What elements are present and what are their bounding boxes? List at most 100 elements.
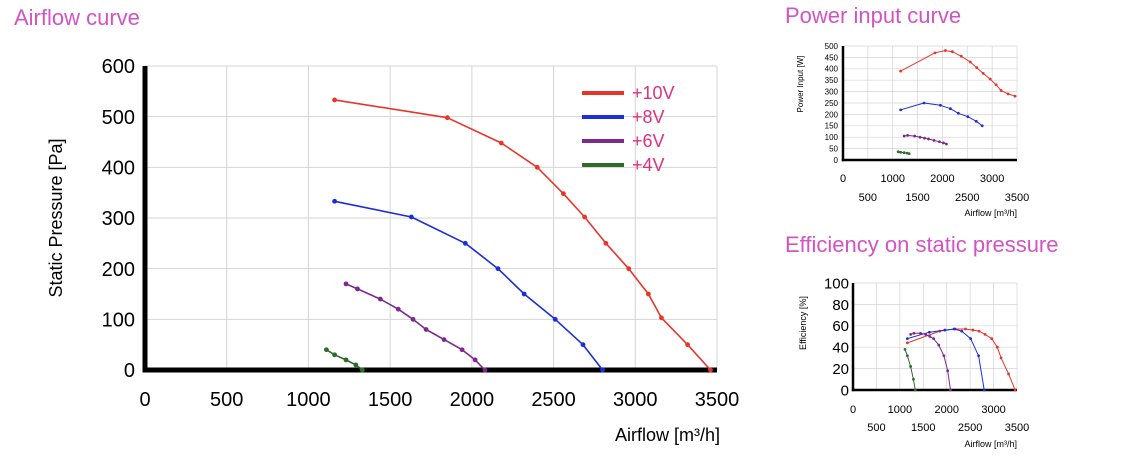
power-point-plus-10v bbox=[1006, 92, 1010, 96]
efficiency-x-tick-label: 2500 bbox=[958, 422, 982, 434]
airflow-series-plus-8v bbox=[332, 198, 605, 373]
airflow-point-plus-4v bbox=[343, 357, 349, 363]
airflow-y-tick-label: 100 bbox=[102, 310, 135, 332]
airflow-point-plus-8v bbox=[552, 316, 558, 322]
efficiency-point-plus-8v bbox=[905, 337, 909, 341]
airflow-x-tick-label: 0 bbox=[139, 389, 150, 411]
legend-label: +6V bbox=[632, 131, 665, 151]
airflow-x-tick-label: 1500 bbox=[368, 389, 413, 411]
airflow-point-plus-8v bbox=[600, 367, 605, 373]
airflow-x-tick-label: 2000 bbox=[450, 389, 495, 411]
efficiency-point-plus-10v bbox=[999, 356, 1003, 360]
efficiency-series-plus-4v bbox=[903, 347, 917, 392]
efficiency-series-plus-6v bbox=[909, 331, 952, 392]
power-line-plus-8v bbox=[900, 102, 983, 127]
efficiency-point-plus-6v bbox=[942, 354, 946, 358]
power-point-plus-4v bbox=[899, 150, 903, 154]
efficiency-point-plus-6v bbox=[919, 331, 922, 335]
airflow-x-tick-label: 1000 bbox=[286, 389, 331, 411]
efficiency-point-plus-6v bbox=[928, 335, 932, 338]
power-point-plus-10v bbox=[950, 50, 954, 54]
efficiency-point-plus-4v bbox=[905, 354, 909, 358]
airflow-y-tick-label: 200 bbox=[102, 259, 135, 281]
efficiency-point-plus-10v bbox=[1013, 388, 1017, 392]
airflow-x-tick-label: 500 bbox=[210, 389, 243, 411]
power-point-plus-6v bbox=[932, 138, 936, 142]
airflow-point-plus-6v bbox=[441, 337, 447, 342]
airflow-point-plus-8v bbox=[462, 240, 468, 246]
airflow-point-plus-10v bbox=[645, 291, 651, 297]
efficiency-point-plus-6v bbox=[949, 388, 952, 392]
airflow-chart-title: Airflow curve bbox=[14, 5, 140, 30]
efficiency-y-tick-label: 40 bbox=[832, 340, 849, 357]
airflow-y-tick-label: 500 bbox=[102, 107, 135, 129]
airflow-point-plus-6v bbox=[423, 327, 429, 332]
power-line-plus-6v bbox=[904, 134, 947, 145]
efficiency-point-plus-8v bbox=[977, 354, 980, 358]
power-point-plus-4v bbox=[896, 150, 900, 154]
power-point-plus-6v bbox=[923, 136, 926, 140]
power-point-plus-6v bbox=[927, 137, 930, 141]
airflow-point-plus-6v bbox=[459, 347, 465, 353]
power-point-plus-10v bbox=[1013, 94, 1017, 98]
power-x-axis-label: Airflow [m³/h] bbox=[964, 208, 1017, 218]
airflow-point-plus-6v bbox=[472, 357, 478, 363]
airflow-point-plus-4v bbox=[359, 367, 365, 373]
efficiency-line-plus-6v bbox=[910, 332, 951, 391]
efficiency-x-tick-label: 3500 bbox=[1005, 422, 1029, 434]
efficiency-point-plus-8v bbox=[927, 330, 931, 334]
power-y-tick-label: 0 bbox=[834, 156, 839, 165]
efficiency-point-plus-10v bbox=[1007, 372, 1010, 376]
power-point-plus-10v bbox=[975, 66, 979, 70]
power-point-plus-4v bbox=[907, 152, 911, 156]
efficiency-point-plus-4v bbox=[913, 388, 917, 392]
power-y-tick-label: 300 bbox=[825, 87, 839, 96]
efficiency-point-plus-8v bbox=[982, 388, 986, 392]
airflow-point-plus-8v bbox=[332, 198, 337, 204]
airflow-line-plus-8v bbox=[334, 200, 604, 371]
airflow-series-plus-4v bbox=[324, 347, 365, 373]
airflow-point-plus-8v bbox=[580, 342, 586, 348]
power-y-tick-label: 350 bbox=[825, 76, 839, 85]
power-point-plus-8v bbox=[974, 119, 978, 123]
power-y-tick-label: 400 bbox=[825, 65, 839, 74]
efficiency-point-plus-6v bbox=[937, 343, 941, 347]
power-y-tick-label: 500 bbox=[825, 42, 839, 51]
airflow-point-plus-10v bbox=[560, 191, 566, 197]
airflow-point-plus-10v bbox=[708, 367, 713, 373]
power-point-plus-10v bbox=[968, 60, 972, 64]
airflow-point-plus-8v bbox=[521, 291, 527, 297]
power-x-tick-label: 3500 bbox=[1005, 192, 1029, 204]
efficiency-point-plus-10v bbox=[905, 341, 909, 345]
airflow-point-plus-10v bbox=[332, 97, 337, 103]
airflow-y-tick-label: 0 bbox=[124, 360, 135, 382]
airflow-y-tick-label: 600 bbox=[102, 56, 135, 78]
efficiency-point-plus-8v bbox=[969, 337, 973, 341]
power-y-tick-label: 450 bbox=[825, 53, 839, 62]
efficiency-point-plus-4v bbox=[912, 377, 915, 381]
power-point-plus-6v bbox=[945, 142, 948, 146]
airflow-point-plus-4v bbox=[353, 362, 359, 368]
airflow-point-plus-10v bbox=[659, 315, 664, 321]
power-point-plus-10v bbox=[981, 71, 985, 75]
efficiency-y-axis-label: Efficiency [%] bbox=[798, 296, 808, 350]
efficiency-point-plus-6v bbox=[912, 331, 916, 335]
airflow-x-tick-label: 3000 bbox=[613, 389, 658, 411]
efficiency-chart-title: Efficiency on static pressure bbox=[785, 232, 1059, 257]
efficiency-point-plus-8v bbox=[960, 329, 964, 333]
efficiency-point-plus-10v bbox=[990, 337, 994, 341]
power-point-plus-8v bbox=[939, 103, 942, 107]
efficiency-point-plus-8v bbox=[952, 327, 956, 331]
efficiency-y-tick-label: 60 bbox=[832, 318, 849, 335]
airflow-point-plus-8v bbox=[495, 266, 501, 272]
airflow-y-tick-label: 400 bbox=[102, 158, 135, 180]
airflow-point-plus-10v bbox=[626, 266, 632, 272]
efficiency-point-plus-10v bbox=[977, 329, 981, 333]
power-point-plus-8v bbox=[966, 115, 970, 119]
efficiency-grid bbox=[852, 282, 1018, 391]
efficiency-x-tick-label: 1000 bbox=[888, 404, 912, 416]
power-y-tick-label: 100 bbox=[825, 133, 839, 142]
airflow-point-plus-6v bbox=[343, 281, 349, 287]
